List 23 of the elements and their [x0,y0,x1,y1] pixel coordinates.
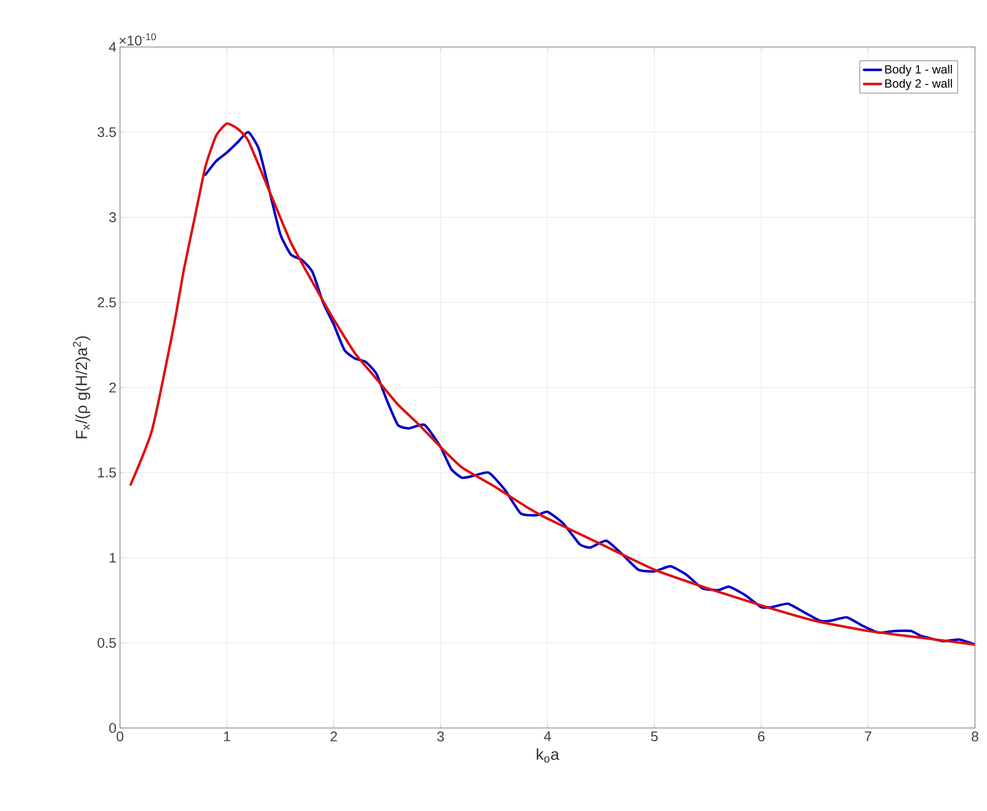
x-tick-label: 4 [544,732,551,742]
legend-label: Body 2 - wall [885,78,952,90]
y-tick-label: 3 [109,212,116,222]
x-axis-title: k$_{o}$a [536,748,560,762]
legend-label: Body 1 - wall [885,64,952,76]
text: ×10$^{-10}$ [119,33,156,46]
x-tick-label: 7 [864,732,872,742]
x-tick-label: 2 [330,732,337,742]
x-tick-label: 5 [651,732,658,742]
x-tick-label: 0 [116,732,124,742]
y-tick-label: 0 [109,723,116,733]
y-tick-label: 2 [109,382,116,392]
y-tick-label: 4 [109,42,116,52]
y-tick-label: 0.5 [98,638,116,648]
y-tick-label: 2.5 [98,297,116,308]
y-tick-label: 3.5 [98,127,116,138]
y-tick-label: 1.5 [98,468,116,478]
x-tick-label: 8 [972,732,978,742]
y-axis-title: F$_{x}$/(ρ g(H/2)a$^{2}$) [72,336,90,438]
y-tick-label: 1 [110,552,116,563]
x-tick-label: 3 [437,732,444,742]
x-tick-label: 1 [224,732,230,742]
x-tick-label: 6 [758,732,765,742]
